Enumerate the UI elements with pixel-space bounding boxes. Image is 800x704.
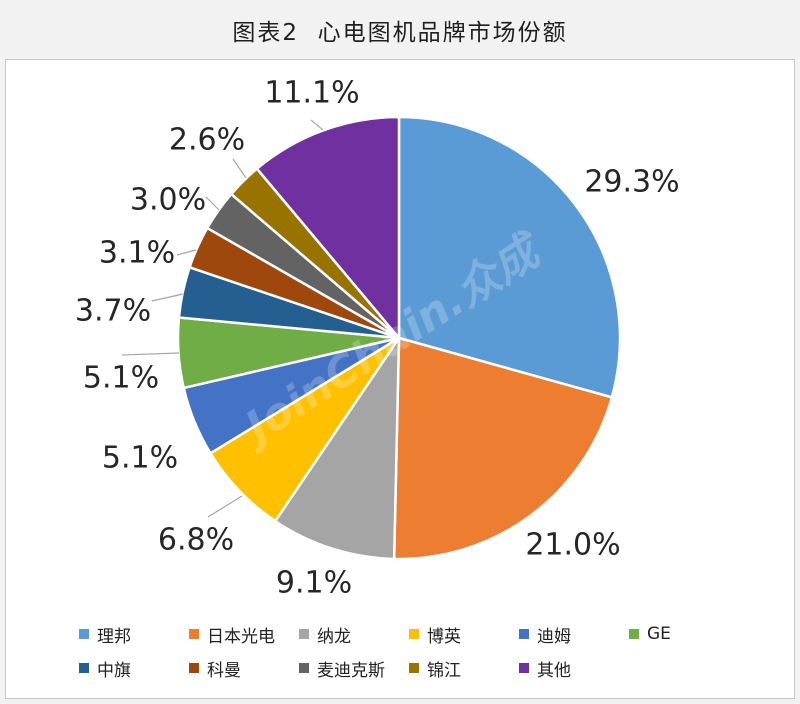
leader-lines — [121, 119, 324, 518]
legend-marker — [299, 663, 309, 673]
legend: 理邦 日本光电 纳龙 博英 迪姆 GE 中旗 科曼 麦迪克斯 锦江 其他 — [79, 617, 759, 685]
data-label-7: 3.7% — [75, 294, 151, 329]
pie-slice-2 — [392, 336, 614, 561]
leader-line — [232, 158, 247, 179]
data-label-9: 3.0% — [130, 183, 206, 218]
leader-line — [310, 119, 324, 131]
data-label-5: 5.1% — [102, 441, 178, 476]
legend-label: 纳龙 — [317, 626, 351, 647]
title-band: 图表2 心电图机品牌市场份额 — [0, 0, 800, 60]
legend-marker — [189, 629, 199, 639]
legend-label: 理邦 — [97, 626, 131, 647]
legend-marker — [519, 629, 529, 639]
legend-marker — [409, 629, 419, 639]
legend-marker — [409, 663, 419, 673]
legend-item: 纳龙 — [299, 617, 409, 651]
pie-slice-11 — [255, 115, 401, 340]
data-label-3: 9.1% — [276, 566, 352, 601]
data-label-6: 5.1% — [83, 361, 159, 396]
legend-item: 科曼 — [189, 651, 299, 685]
legend-item: 锦江 — [409, 651, 519, 685]
legend-item: 其他 — [519, 651, 629, 685]
legend-marker — [79, 629, 89, 639]
data-label-2: 21.0% — [525, 528, 620, 563]
legend-item: 日本光电 — [189, 617, 299, 651]
data-labels: 29.3% 21.0% 9.1% 6.8% 5.1% 5.1% 3.7% 3.1% 3.0% 2.… — [75, 76, 680, 601]
legend-marker — [79, 663, 89, 673]
data-label-11: 11.1% — [264, 76, 359, 111]
data-label-4: 6.8% — [158, 523, 234, 558]
legend-label: 科曼 — [207, 660, 241, 681]
legend-item: 迪姆 — [519, 617, 629, 651]
legend-marker — [299, 629, 309, 639]
pie-slice-1 — [397, 115, 622, 399]
legend-marker — [189, 663, 199, 673]
pie-slices — [176, 115, 622, 561]
leader-line — [205, 196, 220, 211]
legend-label: 锦江 — [427, 660, 461, 681]
legend-label: 其他 — [537, 660, 571, 681]
legend-label: 迪姆 — [537, 626, 571, 647]
legend-item: 博英 — [409, 617, 519, 651]
leader-line — [151, 293, 184, 302]
legend-marker — [519, 663, 529, 673]
legend-label: 日本光电 — [207, 626, 275, 647]
data-label-1: 29.3% — [584, 165, 679, 200]
legend-label: 中旗 — [97, 660, 131, 681]
legend-item: 中旗 — [79, 651, 189, 685]
legend-label: 博英 — [427, 626, 461, 647]
leader-line — [176, 249, 197, 256]
legend-item: GE — [629, 617, 739, 651]
pie-slice-3 — [274, 336, 401, 561]
data-label-10: 2.6% — [169, 123, 245, 158]
data-label-8: 3.1% — [99, 236, 175, 271]
legend-label: 麦迪克斯 — [317, 660, 385, 681]
leader-line — [121, 352, 180, 356]
legend-label: GE — [647, 624, 671, 644]
legend-marker — [629, 629, 639, 639]
leader-line — [207, 495, 243, 518]
legend-item: 麦迪克斯 — [299, 651, 409, 685]
chart-title: 图表2 心电图机品牌市场份额 — [232, 20, 568, 46]
legend-item: 理邦 — [79, 617, 189, 651]
